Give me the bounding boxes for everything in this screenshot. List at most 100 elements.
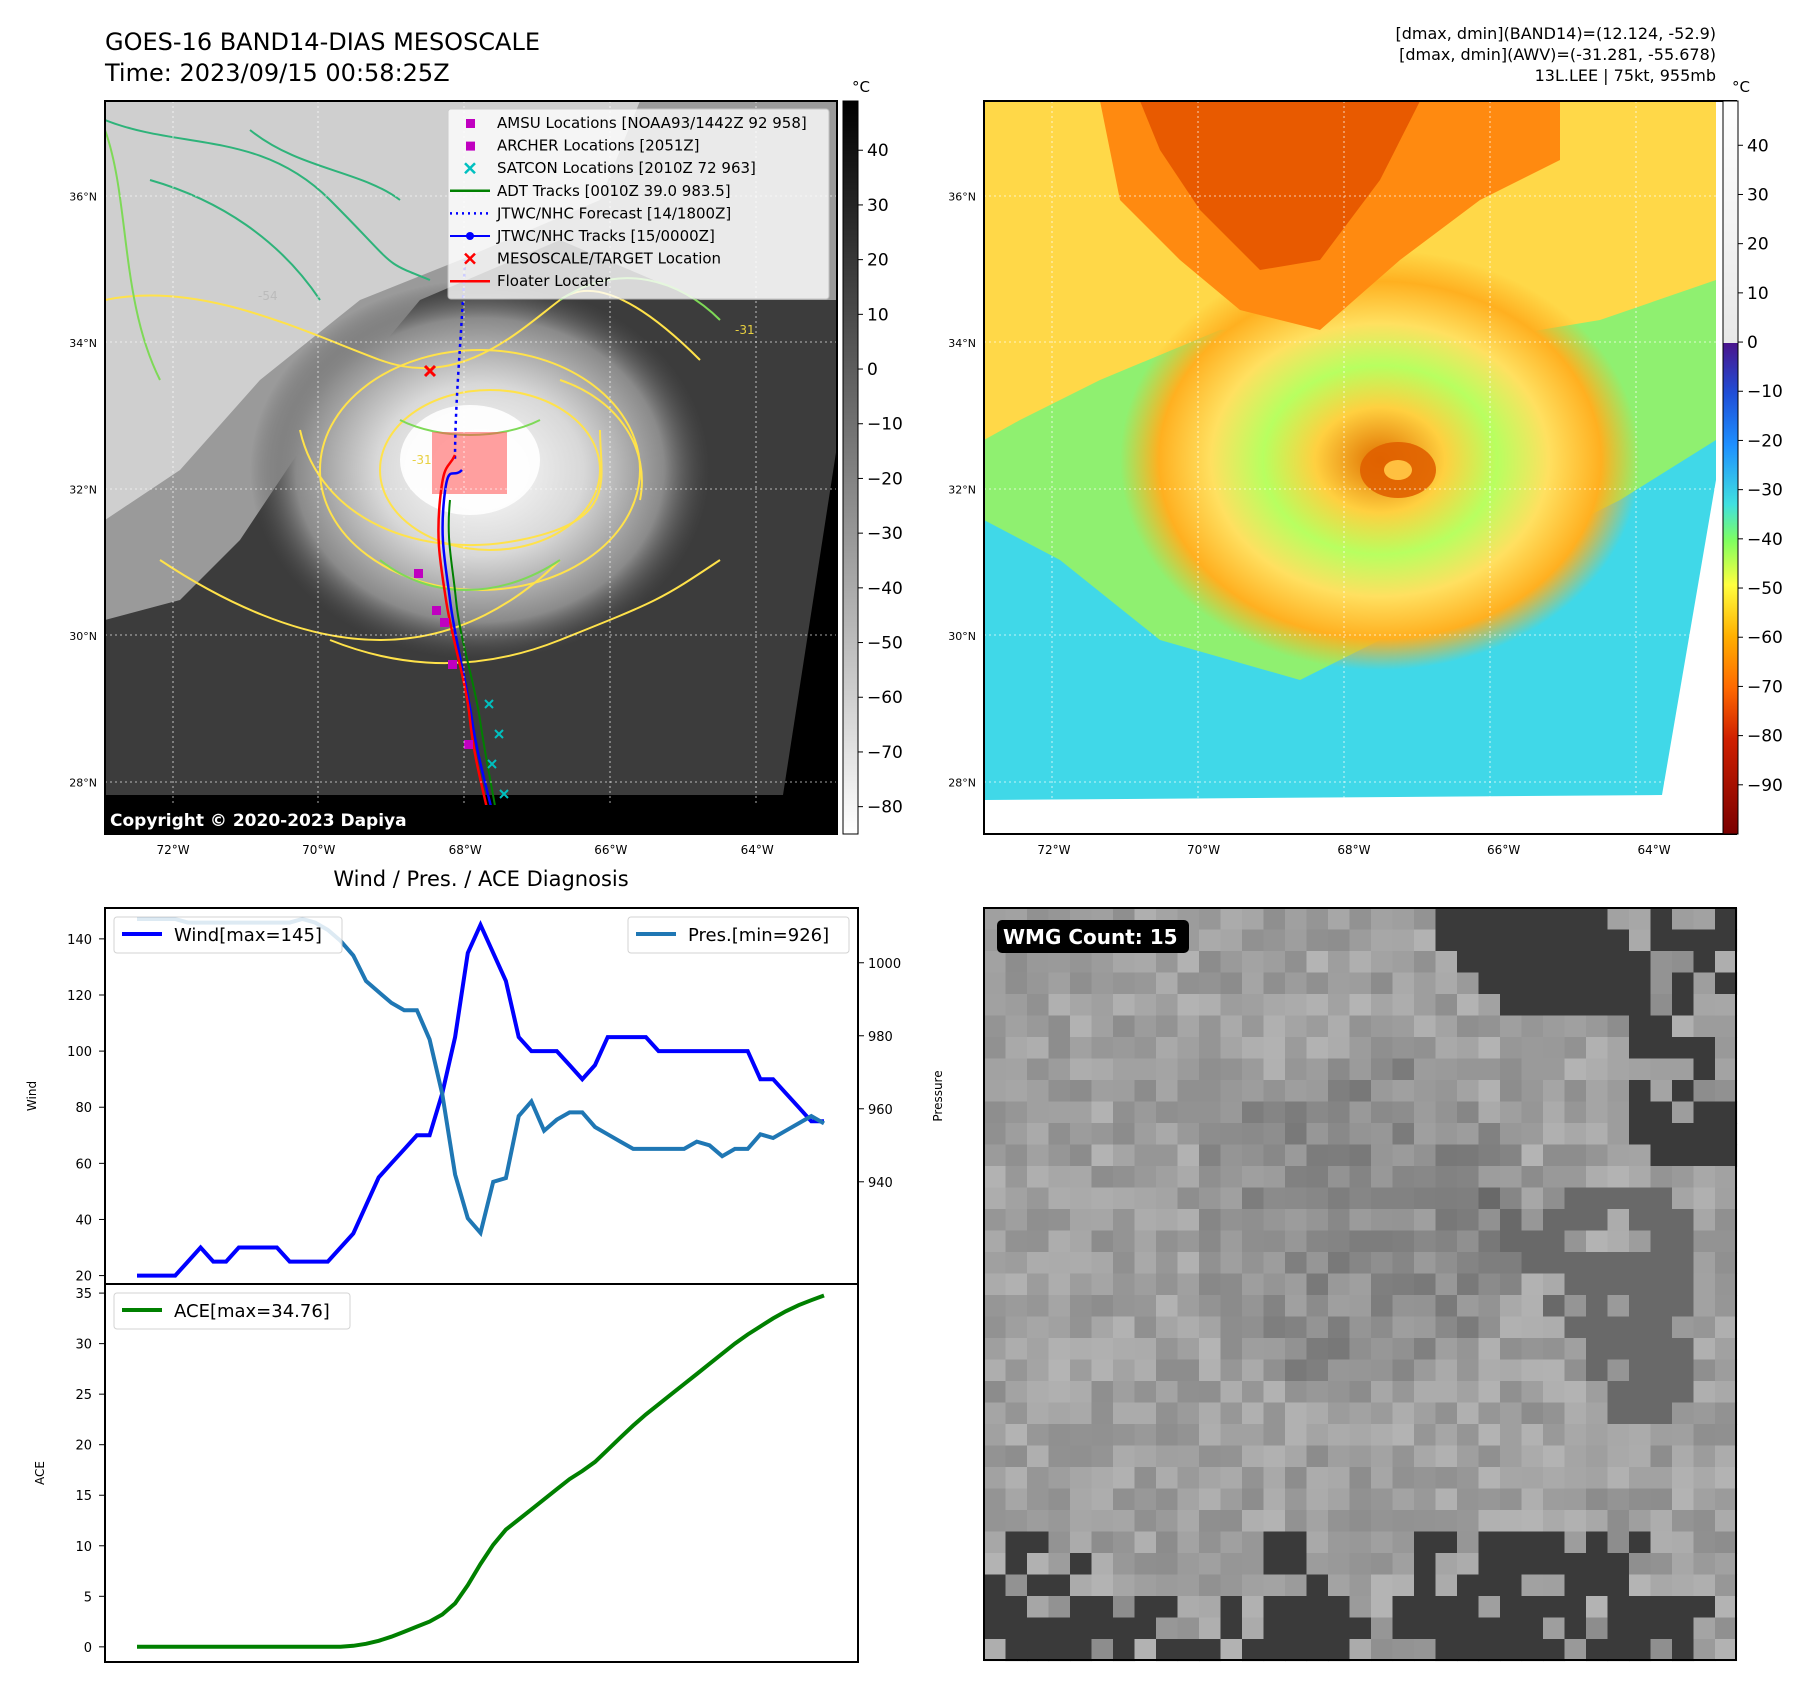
dmax-band14: [dmax, dmin](BAND14)=(12.124, -52.9): [1396, 24, 1717, 43]
awv-colorbar-tick: −30: [1747, 481, 1783, 501]
awv-lon-label: 64°W: [1637, 843, 1670, 857]
pressure-legend-label: Pres.[min=926]: [688, 925, 829, 946]
ir-colorbar-tick: −40: [867, 579, 903, 599]
pressure-tick-label: 980: [868, 1030, 893, 1045]
ir-colorbar-tick: −30: [867, 524, 903, 544]
awv-colorbar-tick: −10: [1747, 382, 1783, 402]
target-location: [423, 364, 437, 378]
dmax-awv: [dmax, dmin](AWV)=(-31.281, -55.678): [1399, 45, 1716, 64]
ir-colorbar-tick: 20: [867, 251, 889, 271]
ir-colorbar-tick: 40: [867, 141, 889, 161]
ir-colorbar-unit: °C: [852, 78, 870, 96]
legend-entry-label: ARCHER Locations [2051Z]: [497, 137, 700, 155]
awv-colorbar-tick: −60: [1747, 628, 1783, 648]
contour-label-2: -31: [735, 323, 755, 337]
copyright: Copyright © 2020-2023 Dapiya: [110, 811, 407, 831]
ir-colorbar-tick: −20: [867, 469, 903, 489]
legend-entry-label: AMSU Locations [NOAA93/1442Z 92 958]: [497, 114, 807, 132]
ace-legend: ACE[max=34.76]: [113, 1292, 351, 1330]
ace-axis-label: ACE: [33, 1461, 47, 1485]
ace-tick-label: 0: [84, 1641, 92, 1656]
ace-tick-label: 5: [84, 1590, 92, 1605]
wind-pressure-chart: 20 40 60 80 100 120 140 940 960 980 1000 Wind Pres…: [25, 907, 945, 1285]
wmg-count-label: WMG Count: 15: [1003, 925, 1178, 949]
wind-legend-label: Wind[max=145]: [174, 925, 322, 946]
ir-lon-label: 72°W: [157, 843, 190, 857]
ace-chart: 0 5 10 15 20 25 30 35 ACE ACE[max=34.76]: [33, 1283, 859, 1663]
ir-lat-label: 34°N: [69, 337, 97, 350]
ir-lat-label: 36°N: [69, 190, 97, 203]
awv-colorbar-unit: °C: [1732, 78, 1750, 96]
awv-colorbar-tick: −20: [1747, 431, 1783, 451]
awv-colorbar-tick: −80: [1747, 727, 1783, 747]
legend-entry-label: JTWC/NHC Forecast [14/1800Z]: [496, 204, 731, 222]
awv-lat-label: 36°N: [948, 190, 976, 203]
awv-map-panel: 72°W 70°W 68°W 66°W 64°W 36°N 34°N 32°N 30°N 28°…: [948, 100, 1737, 857]
ir-lon-ticks: 72°W 70°W 68°W 66°W 64°W: [157, 843, 774, 857]
awv-colorbar-tick: 40: [1747, 136, 1769, 156]
awv-lat-label: 32°N: [948, 483, 976, 496]
ace-tick-label: 20: [75, 1439, 92, 1454]
ir-colorbar-tick: −60: [867, 688, 903, 708]
wind-axis-label: Wind: [25, 1081, 39, 1111]
ir-lon-label: 70°W: [302, 843, 335, 857]
legend-entry-label: SATCON Locations [2010Z 72 963]: [497, 159, 756, 177]
ir-colorbar-tick: −80: [867, 798, 903, 818]
ace-tick-label: 30: [75, 1338, 92, 1353]
awv-colorbar-tick: 0: [1747, 333, 1758, 353]
ir-map-frame: [104, 100, 838, 835]
awv-colorbar-tick: −90: [1747, 776, 1783, 796]
pressure-legend: Pres.[min=926]: [627, 916, 850, 954]
ace-tick-label: 35: [75, 1287, 92, 1302]
ir-colorbar: °C 40 30 20 10 0 −10 −20 −30 −40 −50 −60 −70 −80: [842, 78, 903, 835]
awv-colorbar-tick: −50: [1747, 579, 1783, 599]
jtwc-track: [441, 469, 499, 833]
wind-series-line: [137, 919, 824, 1278]
ace-tick-label: 25: [75, 1388, 92, 1403]
wind-legend: Wind[max=145]: [113, 916, 343, 954]
ir-map-panel: -54 -31 -31: [69, 100, 838, 857]
wind-tick-label: 80: [75, 1101, 92, 1116]
ir-colorbar-tick: 30: [867, 196, 889, 216]
wind-tick-label: 100: [67, 1045, 92, 1060]
legend-entry-label: MESOSCALE/TARGET Location: [497, 250, 721, 268]
ir-lat-label: 28°N: [69, 777, 97, 790]
ace-frame: [104, 1283, 859, 1663]
awv-lon-label: 70°W: [1187, 843, 1220, 857]
awv-lon-label: 72°W: [1037, 843, 1070, 857]
awv-lon-ticks: 72°W 70°W 68°W 66°W 64°W: [1037, 843, 1670, 857]
awv-lon-label: 66°W: [1487, 843, 1520, 857]
pressure-tick-label: 1000: [868, 957, 901, 972]
adt-track: [447, 499, 501, 833]
storm-info: 13L.LEE | 75kt, 955mb: [1535, 66, 1716, 85]
pressure-tick-label: 960: [868, 1103, 893, 1118]
wind-tick-label: 120: [67, 989, 92, 1004]
map-legend: AMSU Locations [NOAA93/1442Z 92 958] ARCH…: [447, 108, 830, 300]
contour-label-3: -31: [412, 453, 432, 467]
ir-colorbar-tick: 10: [867, 305, 889, 325]
ace-legend-label: ACE[max=34.76]: [174, 1301, 330, 1322]
wmg-frame: [983, 907, 1737, 1661]
ir-lon-label: 68°W: [449, 843, 482, 857]
ir-lon-label: 64°W: [741, 843, 774, 857]
ace-tick-label: 10: [75, 1540, 92, 1555]
awv-colorbar-tick: 20: [1747, 235, 1769, 255]
ir-colorbar-tick: −70: [867, 743, 903, 763]
floater-track: [437, 454, 494, 833]
wind-tick-label: 60: [75, 1157, 92, 1172]
pressure-axis-label: Pressure: [931, 1070, 945, 1121]
ir-lat-ticks: 36°N 34°N 32°N 30°N 28°N: [69, 190, 97, 789]
forecast-track: [453, 259, 467, 461]
pressure-tick-label: 940: [868, 1176, 893, 1191]
awv-colorbar-tick: 10: [1747, 284, 1769, 304]
awv-lat-label: 34°N: [948, 337, 976, 350]
awv-lon-label: 68°W: [1337, 843, 1370, 857]
diagnosis-title: Wind / Pres. / ACE Diagnosis: [333, 867, 628, 891]
legend-entry-label: Floater Locater: [497, 272, 611, 290]
wind-tick-label: 40: [75, 1213, 92, 1228]
wind-tick-label: 140: [67, 933, 92, 948]
ace-tick-label: 15: [75, 1489, 92, 1504]
figure-time: Time: 2023/09/15 00:58:25Z: [104, 59, 450, 87]
mesoscale-box: [432, 432, 507, 494]
